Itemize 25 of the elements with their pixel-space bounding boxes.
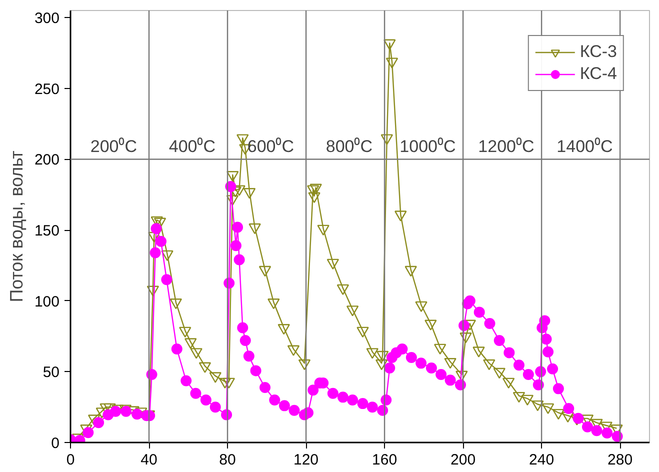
annotation: 800⁰C [326,137,373,156]
legend-label: КС-3 [580,42,617,62]
annotation: 200⁰C [90,137,137,156]
x-tick-label: 40 [140,452,158,468]
annotation: 600⁰C [247,137,294,156]
y-tick-label: 100 [34,293,60,310]
annotation: 400⁰C [168,137,216,156]
x-tick-label: 0 [66,452,75,468]
x-tick-label: 120 [294,452,319,468]
y-tick-label: 50 [42,364,60,382]
x-tick-label: 280 [608,452,633,468]
y-tick-label: 200 [34,152,60,169]
annotation: 1000⁰C [400,137,456,156]
x-tick-label: 240 [529,452,554,468]
y-tick-label: 300 [34,10,60,28]
y-tick-label: 150 [34,222,60,240]
y-tick-label: 250 [34,80,60,98]
x-tick-label: 80 [219,452,236,468]
x-tick-label: 160 [372,452,398,468]
legend-label: КС-4 [580,64,617,84]
annotation: 1400⁰C [556,137,613,156]
y-tick-label: 0 [51,435,60,452]
x-tick-label: 200 [450,452,476,468]
annotation: 1200⁰C [478,137,534,156]
y-axis-title: Поток воды, вольт [6,150,26,302]
